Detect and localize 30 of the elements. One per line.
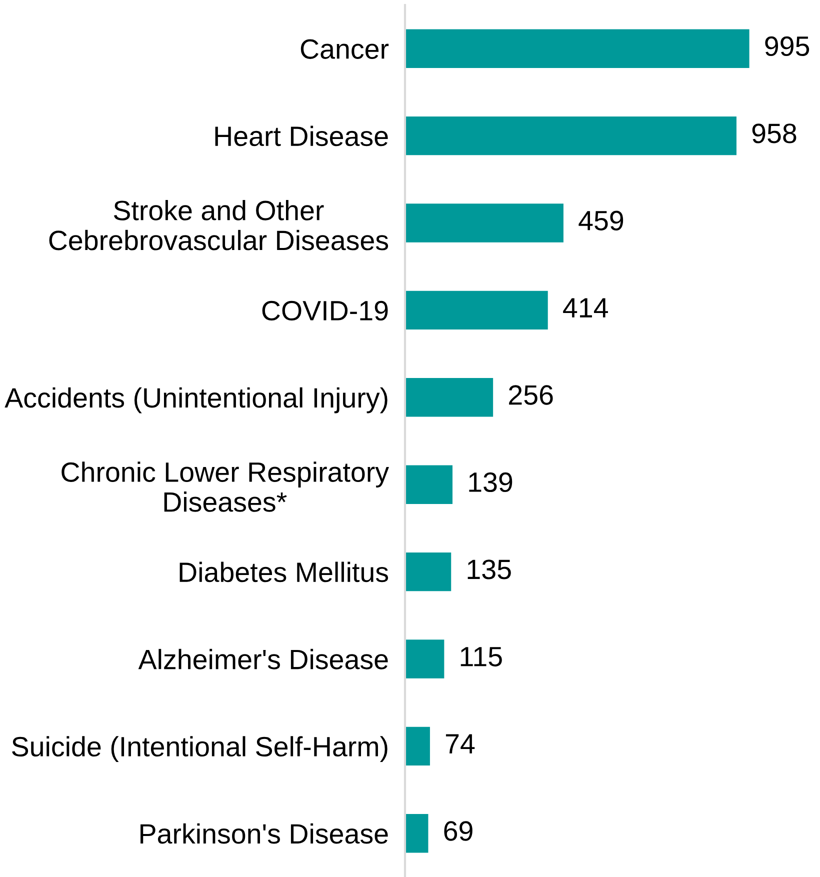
bar (405, 115, 738, 157)
y-tick-label: Diabetes Mellitus (180, 562, 388, 582)
bar (405, 202, 565, 244)
data-label: 139 (469, 472, 512, 492)
bar (405, 28, 751, 70)
y-tick-label: Cancer (300, 39, 389, 59)
bar (405, 638, 446, 680)
data-label: 74 (446, 734, 475, 754)
bar (405, 464, 454, 506)
y-tick-label: Suicide (Intentional Self-Harm) (12, 736, 388, 762)
y-tick-label: COVID-19 (262, 300, 388, 321)
data-label: 256 (509, 385, 553, 405)
bar (405, 725, 432, 767)
bar (405, 551, 453, 593)
y-tick-label: Stroke and Other Cebrebrovascular Diseases (49, 200, 388, 250)
y-tick-label: Accidents (Unintentional Injury) (4, 387, 388, 414)
data-label: 135 (468, 560, 511, 580)
data-label: 414 (563, 298, 608, 318)
data-label: 459 (578, 210, 624, 230)
bar (405, 376, 494, 418)
data-label: 115 (460, 647, 502, 666)
data-label: 995 (765, 36, 810, 56)
bar (405, 812, 430, 854)
data-label: 958 (752, 124, 796, 144)
bar (405, 289, 550, 331)
y-tick-label: Alzheimer's Disease (138, 648, 388, 670)
y-tick-label: Chronic Lower Respiratory Diseases* (62, 462, 389, 512)
y-tick-label: Heart Disease (215, 126, 388, 146)
data-label: 69 (444, 821, 472, 841)
y-tick-label: Parkinson's Disease (140, 823, 388, 844)
